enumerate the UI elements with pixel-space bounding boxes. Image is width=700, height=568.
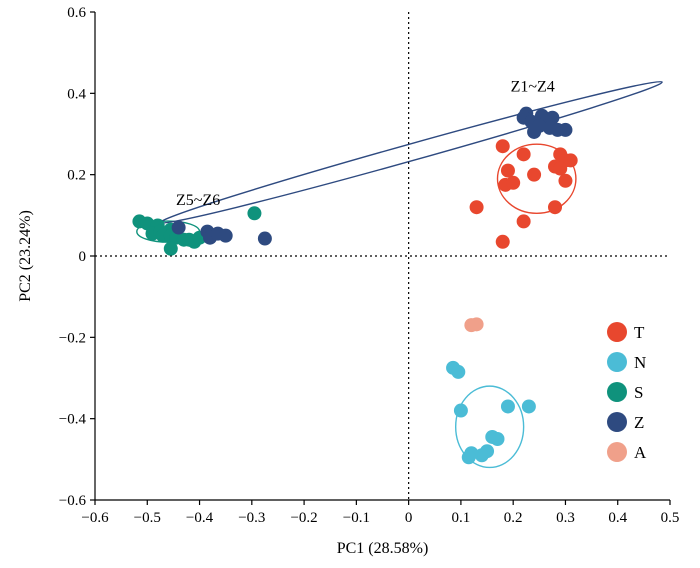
x-tick-label: 0.5 [661,510,680,526]
legend-marker-s [607,382,627,402]
point-z [171,220,186,235]
point-a [469,317,484,332]
reference-lines [95,12,670,500]
x-tick-label: 0.2 [504,510,523,526]
y-tick-label: 0 [79,249,87,265]
point-n [453,403,468,418]
ellipse-t [498,144,576,213]
x-tick-label: −0.2 [290,510,317,526]
point-t [495,234,510,249]
point-n [500,399,515,414]
x-tick-label: 0.4 [608,510,627,526]
y-tick-label: −0.2 [59,330,86,346]
point-s [163,241,178,256]
y-tick-label: 0.2 [67,168,86,184]
x-tick-label: −0.6 [81,510,109,526]
annotation-label: Z1~Z4 [511,78,555,95]
point-z [558,122,573,137]
axis-ticks: −0.6 −0.5 −0.4 −0.3 −0.2 −0.1 0 0.1 0.2 0.3 0.4 0.5… [59,5,680,526]
legend-label-n: N [634,353,646,372]
x-tick-label: −0.4 [186,510,214,526]
point-t [558,173,573,188]
confidence-ellipses [137,74,666,467]
x-tick-label: −0.3 [238,510,265,526]
annotation-label: Z5~Z6 [176,192,220,209]
y-tick-label: 0.6 [67,5,86,21]
point-s [247,206,262,221]
point-t [469,200,484,215]
legend-marker-a [607,442,627,462]
point-t [563,153,578,168]
point-s [182,232,197,247]
point-t [500,163,515,178]
legend-marker-z [607,412,627,432]
point-t [506,175,521,190]
data-points [132,106,578,465]
y-tick-label: −0.6 [59,493,87,509]
point-t [548,200,562,215]
x-tick-label: −0.5 [134,510,161,526]
ellipse-z [157,74,666,230]
point-t [516,214,531,229]
legend-marker-n [607,352,627,372]
point-t [516,147,531,162]
point-n [521,399,536,414]
point-z [218,228,233,243]
point-z [257,231,272,246]
legend-label-z: Z [634,413,644,432]
point-t [553,161,568,176]
legend-label-t: T [634,323,645,342]
point-t [527,167,542,182]
x-axis-title: PC1 (28.58%) [337,540,429,557]
point-n [451,364,466,379]
x-tick-label: 0.1 [452,510,471,526]
point-t [495,139,510,154]
annotations: Z1~Z4 Z5~Z6 [176,78,555,209]
legend-label-s: S [634,383,643,402]
ellipse-n [456,386,524,467]
point-z [527,124,542,139]
y-tick-label: 0.4 [67,86,86,102]
legend-marker-t [607,322,627,342]
point-n [474,448,489,463]
legend-label-a: A [634,443,647,462]
point-n [461,450,476,465]
y-tick-label: −0.4 [59,412,87,428]
x-tick-label: 0 [405,510,413,526]
x-tick-label: 0.3 [556,510,575,526]
x-tick-label: −0.1 [343,510,370,526]
y-axis-title: PC2 (23.24%) [17,210,34,302]
point-n [485,429,500,444]
